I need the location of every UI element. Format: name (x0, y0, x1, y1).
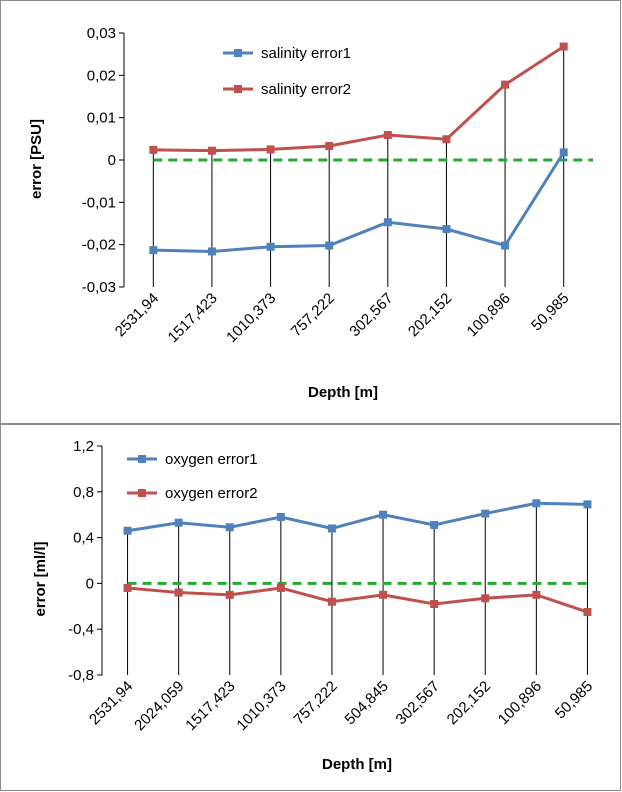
data-point-marker (430, 600, 439, 609)
data-point-marker (149, 246, 158, 255)
y-tick-label: 0,03 (87, 25, 116, 42)
data-point-marker (149, 145, 158, 154)
data-point-marker (442, 225, 451, 234)
x-tick-label: 1517,423 (164, 290, 220, 346)
data-point-marker (379, 510, 388, 519)
x-tick-label: 1010,373 (233, 678, 289, 734)
data-point-marker (559, 148, 568, 157)
y-tick-label: 1,2 (73, 438, 94, 455)
x-tick-label: 100,896 (464, 290, 514, 340)
data-point-marker (481, 594, 490, 603)
data-point-marker (532, 499, 541, 508)
x-axis-title: Depth [m] (322, 756, 392, 773)
series-line-2 (153, 45, 565, 153)
x-tick-label: 50,985 (528, 290, 572, 334)
data-point-marker (225, 590, 234, 599)
data-point-marker (174, 518, 183, 527)
data-point-marker (266, 242, 275, 251)
y-tick-label: 0 (86, 575, 94, 592)
data-point-marker (207, 247, 216, 256)
data-point-marker (225, 523, 234, 532)
data-point-marker (266, 145, 275, 154)
x-tick-label: 202,152 (444, 678, 494, 728)
data-point-marker (430, 521, 439, 530)
data-point-marker (501, 80, 510, 89)
x-tick-label: 302,567 (346, 290, 396, 340)
legend-marker (138, 455, 146, 463)
x-axis-title: Depth [m] (308, 384, 378, 401)
data-point-marker (379, 590, 388, 599)
data-point-marker (325, 241, 334, 250)
x-tick-label: 504,845 (342, 678, 392, 728)
data-point-marker (327, 597, 336, 606)
data-point-marker (501, 241, 510, 250)
legend-label: salinity error2 (261, 81, 351, 98)
oxygen-error-chart: error [ml/l] Depth [m] -0,8 -0,4 0 0,4 0,8 1,… (32, 438, 596, 773)
x-tick-label: 1517,423 (182, 678, 238, 734)
data-point-marker (383, 131, 392, 140)
oxygen-chart-panel: error [ml/l] Depth [m] -0,8 -0,4 0 0,4 0,8 1,… (0, 424, 621, 791)
y-tick-label: 0,8 (73, 484, 94, 501)
legend-label: salinity error1 (261, 45, 351, 62)
data-point-marker (583, 608, 592, 617)
y-tick-label: -0,4 (68, 621, 94, 638)
x-tick-label: 2531,94 (112, 290, 162, 340)
x-tick-label: 757,222 (288, 290, 338, 340)
y-tick-label: -0,8 (68, 667, 94, 684)
data-point-marker (123, 526, 132, 535)
salinity-chart-panel: error [PSU] Depth [m] -0,03 -0,02 -0,01 0 0,… (0, 0, 621, 424)
data-point-marker (383, 218, 392, 227)
y-tick-label: 0,4 (73, 530, 94, 547)
y-tick-label: 0,01 (87, 110, 116, 127)
data-point-marker (583, 500, 592, 509)
x-tick-label: 2531,94 (86, 678, 136, 728)
y-axis-title: error [ml/l] (32, 541, 49, 616)
data-point-marker (276, 583, 285, 592)
data-point-marker (276, 512, 285, 521)
data-point-marker (207, 146, 216, 155)
series-line-1 (127, 501, 588, 533)
data-point-marker (123, 583, 132, 592)
data-point-marker (559, 42, 568, 51)
x-tick-label: 50,985 (552, 678, 596, 722)
legend-marker (234, 49, 242, 57)
data-point-marker (442, 135, 451, 144)
y-tick-label: 0,02 (87, 67, 116, 84)
data-point-marker (174, 588, 183, 597)
x-tick-label: 100,896 (495, 678, 545, 728)
y-axis-title: error [PSU] (28, 119, 45, 199)
x-tick-label: 1010,373 (223, 290, 279, 346)
y-tick-label: -0,03 (82, 279, 116, 296)
x-tick-label: 302,567 (393, 678, 443, 728)
series-line-2 (127, 586, 588, 614)
x-tick-label: 2024,059 (131, 678, 187, 734)
y-tick-label: -0,01 (82, 194, 116, 211)
legend-marker (234, 85, 242, 93)
salinity-error-chart: error [PSU] Depth [m] -0,03 -0,02 -0,01 0 0,… (28, 25, 593, 401)
data-point-marker (325, 142, 334, 151)
legend-label: oxygen error1 (165, 451, 258, 468)
x-tick-label: 202,152 (405, 290, 455, 340)
x-tick-label: 757,222 (290, 678, 340, 728)
legend-marker (138, 489, 146, 497)
data-point-marker (481, 509, 490, 518)
series-line-1 (153, 151, 565, 253)
data-point-marker (532, 590, 541, 599)
y-tick-label: 0 (108, 152, 116, 169)
data-point-marker (327, 524, 336, 533)
y-tick-label: -0,02 (82, 237, 116, 254)
legend-label: oxygen error2 (165, 485, 258, 502)
